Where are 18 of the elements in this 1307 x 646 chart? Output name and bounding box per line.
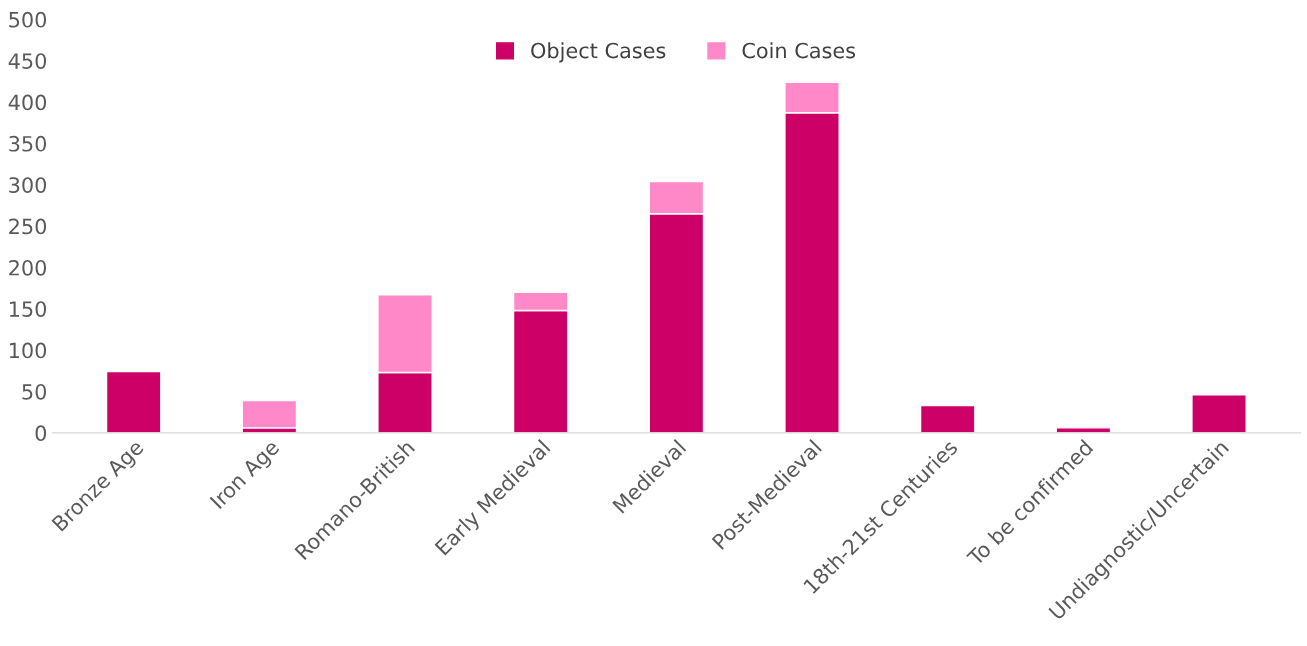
y-tick-label: 150 xyxy=(9,301,47,317)
y-tick-label: 200 xyxy=(9,259,47,276)
bar xyxy=(919,404,976,433)
y-tick-label: 300 xyxy=(9,177,47,193)
legend-label: Coin Cases xyxy=(742,42,856,59)
y-tick-label: 0 xyxy=(35,425,47,442)
y-tick-label: 250 xyxy=(9,218,47,235)
bar xyxy=(105,370,162,433)
y-tick-label: 450 xyxy=(8,53,47,69)
y-tick-label: 350 xyxy=(9,135,47,152)
y-tick-label: 50 xyxy=(22,383,47,400)
y-tick-label: 500 xyxy=(9,11,47,28)
bar xyxy=(1191,394,1247,433)
x-tick-label: Iron Age xyxy=(209,438,283,513)
y-tick-label: 100 xyxy=(9,342,47,359)
y-tick-label: 400 xyxy=(8,94,47,111)
legend-label: Object Cases xyxy=(531,42,666,63)
bar xyxy=(241,399,298,429)
